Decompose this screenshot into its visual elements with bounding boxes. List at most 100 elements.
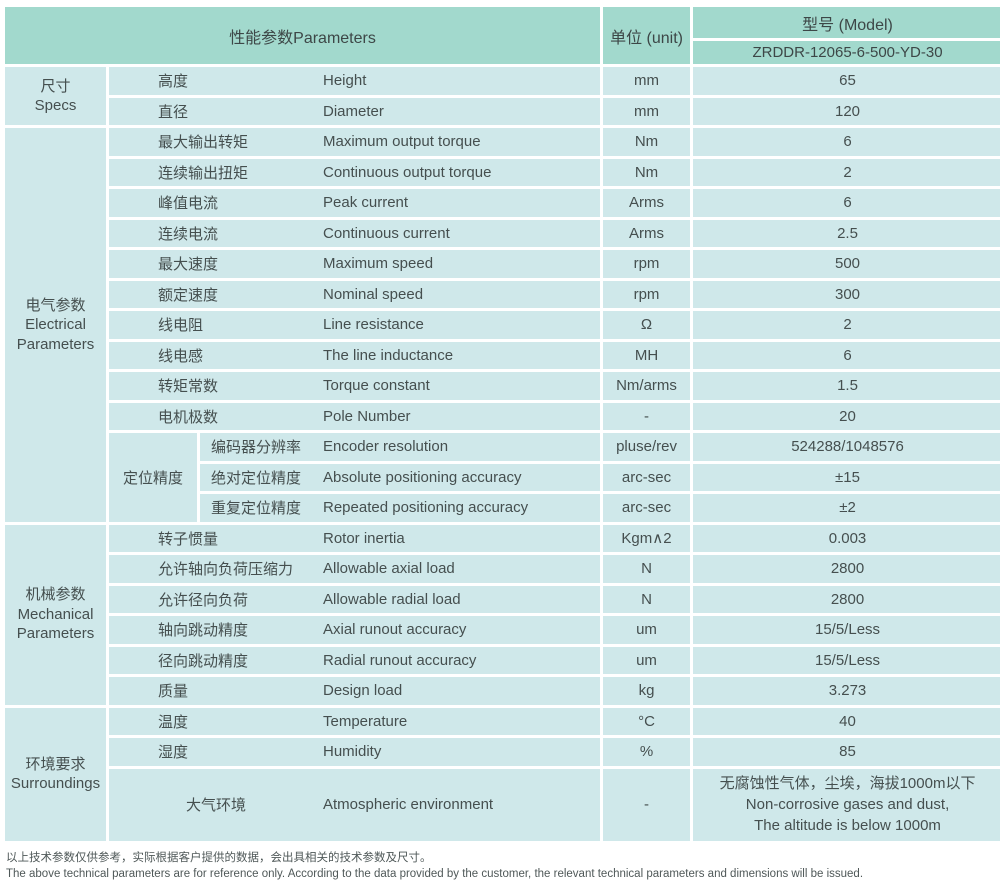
unit-cell: N	[602, 584, 692, 615]
param-name-en: Pole Number	[323, 408, 600, 425]
unit-cell: rpm	[602, 279, 692, 310]
param-name-en: Humidity	[323, 743, 600, 760]
value-cell: ±2	[692, 493, 1000, 524]
param-name-cn: 峰值电流	[109, 192, 323, 213]
param-name-cn: 线电感	[109, 345, 323, 366]
param-name-cn: 高度	[109, 70, 323, 91]
param-name-cn: 最大输出转矩	[109, 131, 323, 152]
value-cell: 0.003	[692, 523, 1000, 554]
subgroup-label: 定位精度	[108, 432, 199, 524]
value-cell: 1.5	[692, 371, 1000, 402]
value-cell: 120	[692, 96, 1000, 127]
param-name-cn: 轴向跳动精度	[109, 619, 323, 640]
footnote-cn: 以上技术参数仅供参考，实际根据客户提供的数据，会出具相关的技术参数及尺寸。	[6, 850, 994, 867]
group-label-cn: 机械参数	[5, 585, 106, 605]
param-name-en: Height	[323, 72, 600, 89]
value-line: The altitude is below 1000m	[693, 815, 1000, 836]
param-name-cn: 重复定位精度	[200, 497, 323, 518]
param-name-cn: 允许轴向负荷压缩力	[109, 558, 323, 579]
value-cell: 6	[692, 127, 1000, 158]
param-name-en: Rotor inertia	[323, 530, 600, 547]
value-cell: 6	[692, 188, 1000, 219]
value-cell: 500	[692, 249, 1000, 280]
value-cell: 2800	[692, 554, 1000, 585]
group-label-en: Electrical Parameters	[5, 315, 106, 354]
param-name-cn: 线电阻	[109, 314, 323, 335]
unit-cell: Nm/arms	[602, 371, 692, 402]
param-name-cn: 温度	[109, 711, 323, 732]
value-cell: 524288/1048576	[692, 432, 1000, 463]
unit-header: 单位 (unit)	[602, 6, 692, 66]
param-name-cn: 最大速度	[109, 253, 323, 274]
value-cell: 20	[692, 401, 1000, 432]
param-name-en: Continuous current	[323, 225, 600, 242]
unit-cell: %	[602, 737, 692, 768]
group-label-cn: 环境要求	[5, 755, 106, 775]
param-name-en: Continuous output torque	[323, 164, 600, 181]
param-name-en: Allowable radial load	[323, 591, 600, 608]
value-cell: 15/5/Less	[692, 615, 1000, 646]
unit-cell: mm	[602, 96, 692, 127]
param-name-cn: 质量	[109, 680, 323, 701]
param-name-cn: 额定速度	[109, 284, 323, 305]
param-name-en: Axial runout accuracy	[323, 621, 600, 638]
unit-cell: Kgm∧2	[602, 523, 692, 554]
param-name-en: Diameter	[323, 103, 600, 120]
value-cell: 3.273	[692, 676, 1000, 707]
value-cell: 2	[692, 310, 1000, 341]
unit-cell: -	[602, 401, 692, 432]
unit-cell: -	[602, 767, 692, 842]
param-name-cn: 转子惯量	[109, 528, 323, 549]
param-name-cn: 径向跳动精度	[109, 650, 323, 671]
param-name-en: The line inductance	[323, 347, 600, 364]
value-cell: 2.5	[692, 218, 1000, 249]
header-row-1: 性能参数Parameters 单位 (unit) 型号 (Model)	[4, 6, 1000, 40]
param-name-en: Maximum output torque	[323, 133, 600, 150]
param-name-cn: 编码器分辨率	[200, 436, 323, 457]
unit-cell: arc-sec	[602, 462, 692, 493]
unit-cell: Nm	[602, 127, 692, 158]
value-cell: ±15	[692, 462, 1000, 493]
value-cell: 65	[692, 66, 1000, 97]
footnotes: 以上技术参数仅供参考，实际根据客户提供的数据，会出具相关的技术参数及尺寸。 Th…	[2, 844, 998, 883]
model-number: ZRDDR-12065-6-500-YD-30	[692, 40, 1000, 66]
value-cell: 40	[692, 706, 1000, 737]
parameters-header: 性能参数Parameters	[4, 6, 602, 66]
